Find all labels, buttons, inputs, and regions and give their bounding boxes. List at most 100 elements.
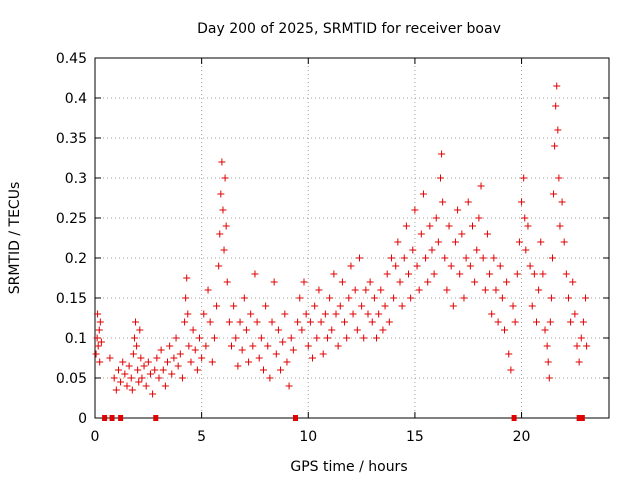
data-point	[535, 286, 543, 294]
data-point	[456, 270, 464, 278]
data-point	[405, 270, 413, 278]
data-point	[571, 310, 579, 318]
data-point	[488, 310, 496, 318]
data-point	[454, 206, 462, 214]
data-point	[249, 342, 257, 350]
data-point	[351, 286, 359, 294]
data-point	[545, 374, 553, 382]
data-point	[439, 198, 447, 206]
zero-marker-6	[576, 415, 582, 421]
data-point	[146, 370, 154, 378]
data-point	[155, 374, 163, 382]
data-point	[157, 346, 165, 354]
data-point	[500, 326, 508, 334]
data-point	[426, 222, 434, 230]
data-point	[200, 310, 208, 318]
data-point	[125, 362, 133, 370]
x-tick-label: 5	[197, 429, 206, 445]
data-point	[490, 254, 498, 262]
zero-marker-5	[511, 415, 517, 421]
data-point	[132, 318, 140, 326]
data-point	[302, 310, 310, 318]
data-point	[509, 302, 517, 310]
data-point	[441, 254, 449, 262]
data-point	[364, 310, 372, 318]
data-point	[544, 358, 552, 366]
data-point	[409, 246, 417, 254]
data-point	[338, 278, 346, 286]
data-point	[402, 222, 410, 230]
data-point	[117, 378, 125, 386]
data-point	[140, 362, 148, 370]
data-point	[191, 346, 199, 354]
data-point	[486, 270, 494, 278]
data-point	[481, 286, 489, 294]
data-point	[208, 358, 216, 366]
data-point	[347, 262, 355, 270]
data-point	[96, 358, 104, 366]
data-point	[272, 350, 280, 358]
data-point	[422, 254, 430, 262]
data-point	[396, 278, 404, 286]
data-point	[130, 334, 138, 342]
zero-marker-7	[579, 415, 585, 421]
data-point	[96, 318, 104, 326]
data-point	[242, 326, 250, 334]
data-point	[552, 102, 560, 110]
data-point	[479, 254, 487, 262]
zero-marker-3	[153, 415, 159, 421]
data-point	[298, 326, 306, 334]
data-point	[330, 270, 338, 278]
y-tick-label: 0.35	[56, 131, 87, 147]
data-point	[306, 318, 314, 326]
zero-markers-layer	[102, 415, 585, 421]
data-point	[159, 366, 167, 374]
data-point	[332, 310, 340, 318]
data-point	[287, 334, 295, 342]
data-point	[553, 82, 561, 90]
data-point	[153, 354, 161, 362]
data-point	[174, 362, 182, 370]
data-point	[532, 318, 540, 326]
x-axis-label: GPS time / hours	[290, 459, 407, 475]
data-point	[370, 294, 378, 302]
data-point	[216, 230, 224, 238]
data-point	[311, 302, 319, 310]
x-tick-label: 0	[91, 429, 100, 445]
data-point	[543, 342, 551, 350]
data-point	[336, 302, 344, 310]
data-point	[526, 262, 534, 270]
data-point	[281, 310, 289, 318]
data-point	[462, 254, 470, 262]
data-point	[498, 294, 506, 302]
data-point	[136, 326, 144, 334]
data-point	[251, 270, 259, 278]
data-point	[168, 370, 176, 378]
data-point	[178, 374, 186, 382]
data-point	[170, 354, 178, 362]
data-point	[189, 326, 197, 334]
data-point	[266, 374, 274, 382]
data-point	[193, 366, 201, 374]
data-point	[511, 318, 519, 326]
data-point	[213, 302, 221, 310]
data-point	[151, 366, 159, 374]
data-point	[106, 354, 114, 362]
data-point	[128, 386, 136, 394]
data-point	[483, 230, 491, 238]
data-point	[449, 302, 457, 310]
data-point	[230, 302, 238, 310]
data-point	[110, 374, 118, 382]
data-point	[428, 246, 436, 254]
data-point	[437, 174, 445, 182]
data-point	[138, 374, 146, 382]
data-point	[445, 222, 453, 230]
data-point	[475, 214, 483, 222]
data-point	[182, 294, 190, 302]
data-point	[317, 318, 325, 326]
y-tick-label: 0.3	[65, 171, 87, 187]
data-point	[548, 254, 556, 262]
chart-title: Day 200 of 2025, SRMTID for receiver boa…	[197, 21, 501, 37]
data-point	[494, 318, 502, 326]
data-point	[547, 294, 555, 302]
